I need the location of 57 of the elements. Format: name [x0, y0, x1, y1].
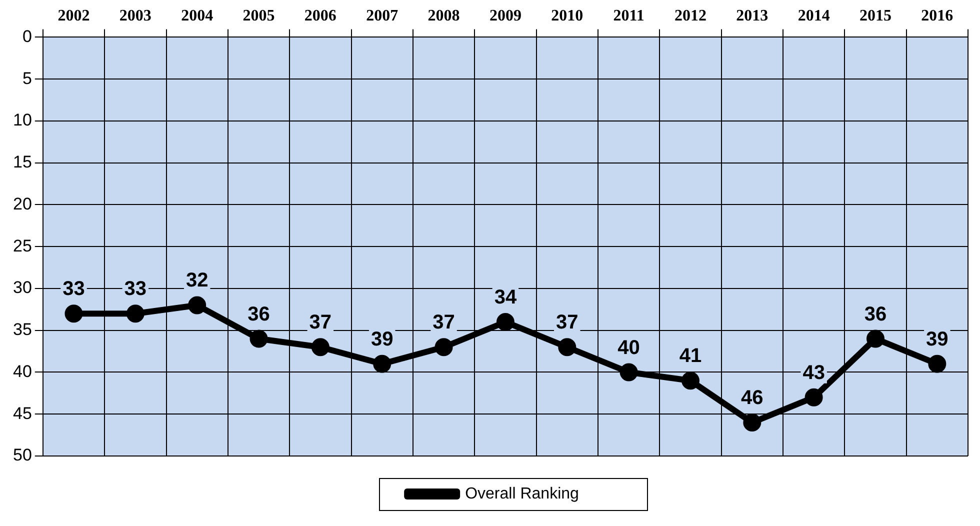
x-tick-label: 2013: [736, 8, 768, 25]
data-label: 39: [926, 328, 948, 350]
point: [743, 413, 762, 432]
x-tick-label: 2011: [613, 8, 644, 25]
data-label: 36: [248, 303, 270, 326]
data-label: 37: [432, 312, 455, 334]
point: [804, 388, 823, 406]
y-tick-label: 0: [22, 26, 32, 46]
x-tick-label: 2009: [489, 8, 522, 25]
point: [496, 312, 514, 331]
point: [434, 338, 453, 356]
y-tick-label: 25: [12, 236, 32, 256]
x-tick-label: 2008: [428, 8, 460, 25]
data-label: 34: [494, 286, 518, 308]
x-tick-label: 2003: [119, 8, 152, 25]
data-label: 43: [802, 362, 825, 384]
legend-label: Overall Ranking: [465, 485, 579, 502]
data-label: 33: [124, 278, 147, 300]
y-tick-label: 5: [22, 68, 32, 88]
data-label: 41: [679, 345, 702, 368]
x-tick-label: 2005: [242, 8, 275, 25]
point: [558, 338, 576, 356]
data-label: 37: [309, 312, 332, 334]
x-tick-label: 2010: [551, 8, 584, 25]
point: [64, 304, 83, 323]
data-label: 39: [370, 328, 394, 350]
x-tick-label: 2012: [674, 8, 706, 25]
x-tick-label: 2016: [921, 8, 954, 25]
y-tick-label: 50: [12, 446, 32, 465]
y-tick-label: 10: [12, 110, 32, 130]
data-label: 36: [864, 303, 887, 326]
x-tick-label: 2015: [859, 8, 892, 25]
x-tick-label: 2007: [366, 8, 398, 25]
x-tick-label: 2006: [304, 8, 336, 25]
point: [126, 304, 144, 323]
y-tick-label: 15: [12, 152, 32, 172]
data-label: 33: [62, 278, 85, 300]
data-label: 46: [741, 387, 764, 410]
x-tick-label: 2002: [58, 8, 90, 25]
y-tick-label: 35: [12, 320, 32, 340]
y-tick-label: 20: [12, 194, 32, 214]
x-tick-label: 2004: [181, 8, 214, 25]
data-label: 40: [618, 336, 640, 359]
point: [681, 372, 700, 390]
y-tick-label: 45: [12, 404, 32, 423]
point: [250, 330, 268, 348]
x-tick-label: 2014: [798, 8, 830, 25]
point: [373, 354, 392, 373]
point: [311, 338, 330, 356]
y-tick-label: 40: [12, 362, 32, 381]
point: [928, 354, 946, 373]
data-label: 37: [556, 312, 578, 334]
y-tick-label: 30: [12, 278, 32, 298]
point: [188, 296, 206, 314]
point: [620, 363, 638, 382]
point: [866, 330, 884, 348]
data-label: 32: [186, 270, 208, 292]
